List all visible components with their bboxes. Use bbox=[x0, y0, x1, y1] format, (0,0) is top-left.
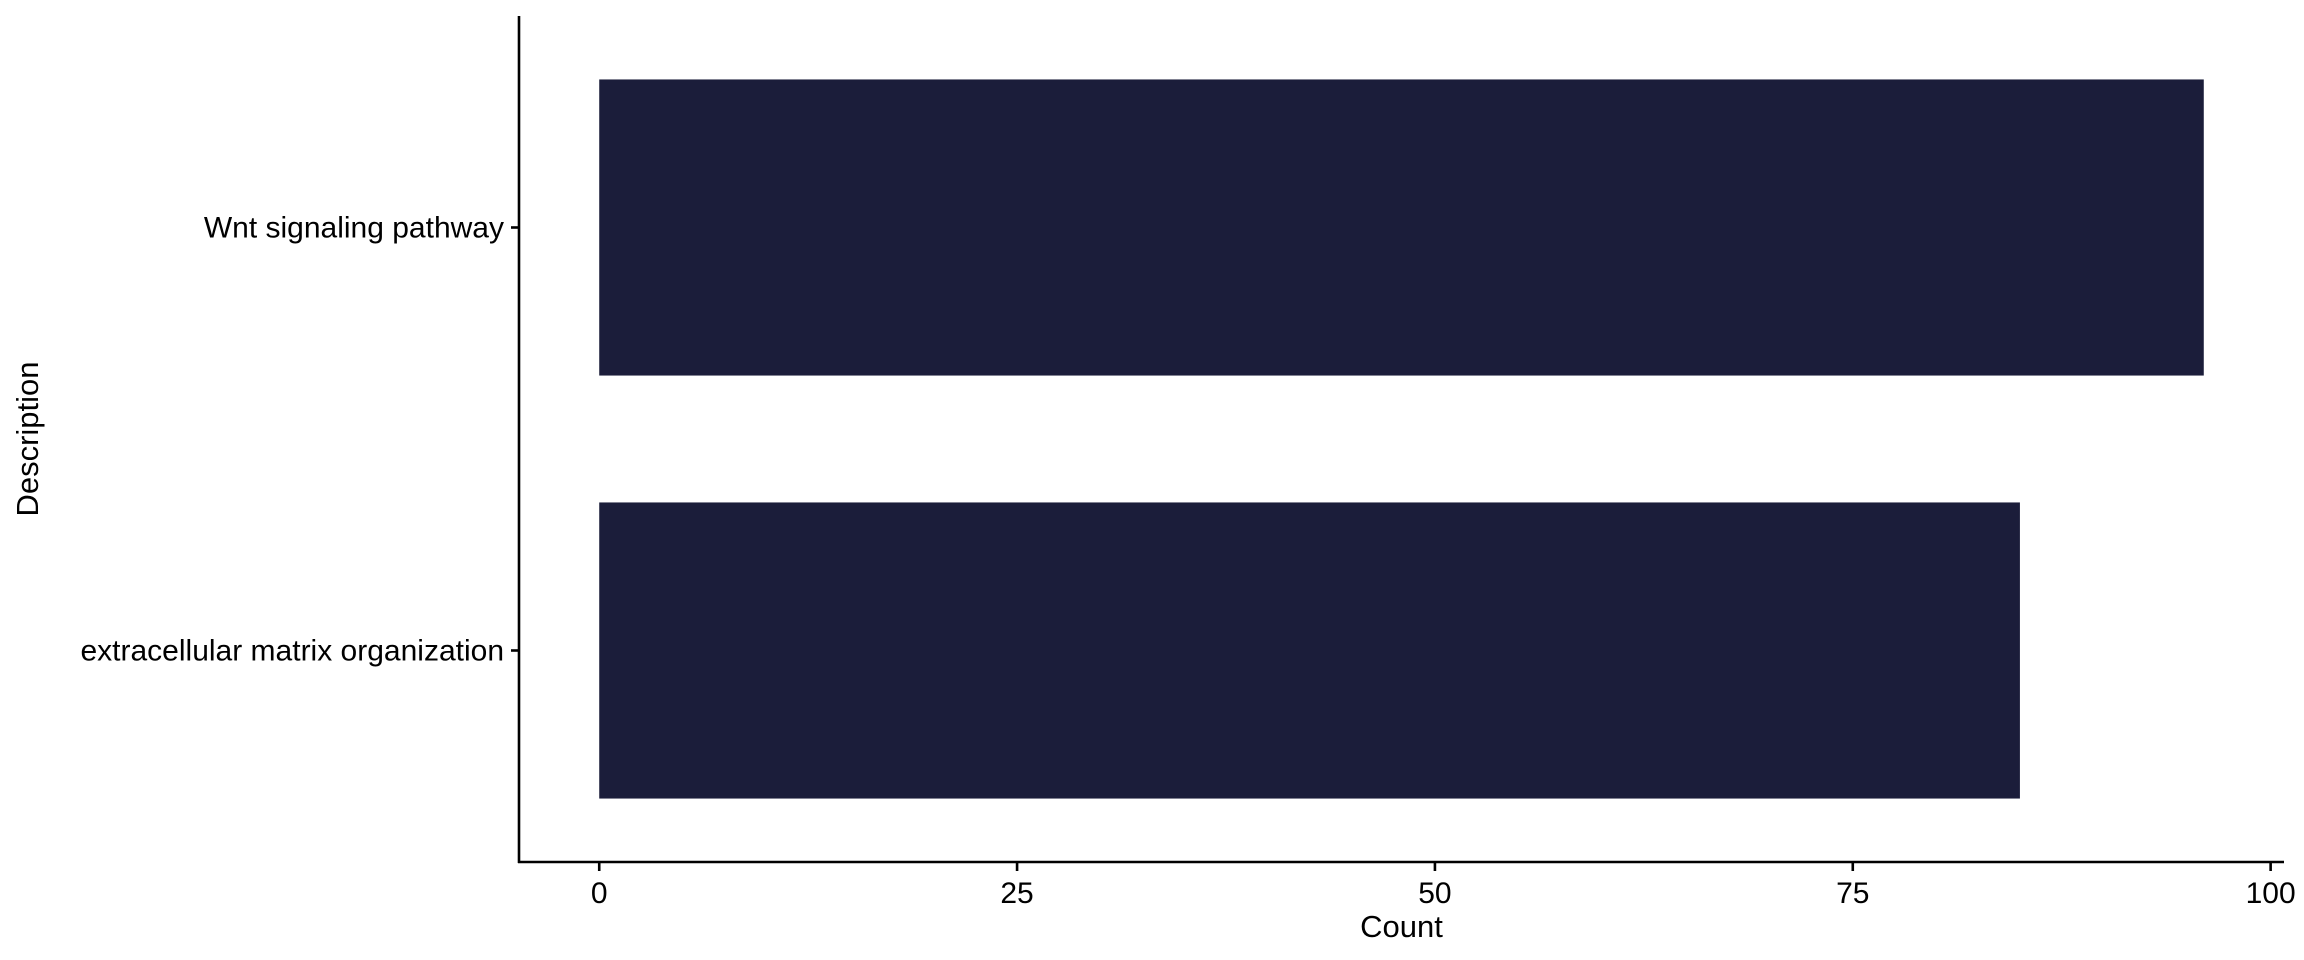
bar bbox=[599, 79, 2204, 376]
y-axis-ticks: Wnt signaling pathway extracellular matri… bbox=[80, 212, 519, 668]
x-tick-label: 50 bbox=[1418, 877, 1451, 910]
x-tick-label: 25 bbox=[1000, 877, 1033, 910]
y-tick-label: extracellular matrix organization bbox=[80, 635, 504, 668]
y-axis-title: Description bbox=[10, 361, 45, 516]
x-axis-ticks: 0 25 50 75 100 bbox=[591, 862, 2296, 910]
x-tick-label: 100 bbox=[2246, 877, 2296, 910]
x-axis-title: Count bbox=[1360, 909, 1443, 944]
bars-layer bbox=[599, 79, 2204, 799]
bar bbox=[599, 502, 2020, 799]
x-tick-label: 75 bbox=[1836, 877, 1869, 910]
y-tick-label: Wnt signaling pathway bbox=[204, 212, 504, 245]
x-tick-label: 0 bbox=[591, 877, 608, 910]
